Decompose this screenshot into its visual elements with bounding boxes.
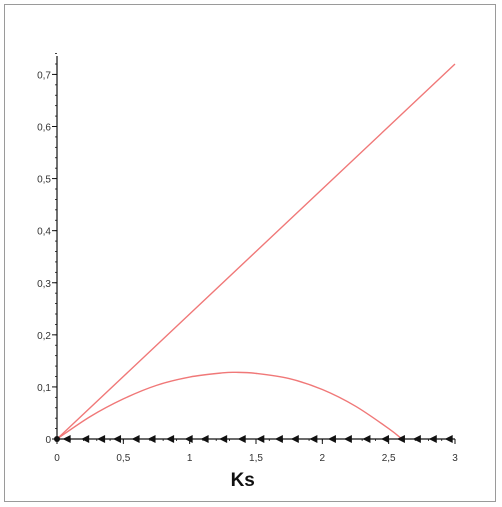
y-tick-label: 0 — [45, 435, 51, 446]
direction-arrow — [62, 435, 71, 443]
y-tick-label: 0,6 — [37, 123, 51, 134]
direction-arrow — [362, 435, 371, 443]
y-tick-label: 0,4 — [37, 227, 51, 238]
direction-arrow — [184, 435, 193, 443]
y-tick-label: 0,3 — [37, 279, 51, 290]
x-ticks: 0 0,5 1 1,5 2 2,5 3 — [54, 439, 458, 464]
y-tick-label: 0,5 — [37, 175, 51, 186]
direction-arrow — [412, 435, 421, 443]
direction-arrow — [166, 435, 175, 443]
direction-arrow — [113, 435, 122, 443]
direction-arrow — [428, 435, 437, 443]
direction-arrow — [343, 435, 352, 443]
direction-arrow — [309, 435, 318, 443]
y-tick-label: 0,2 — [37, 331, 51, 342]
direction-arrow — [147, 435, 156, 443]
direction-arrow — [381, 435, 390, 443]
direction-arrow — [396, 435, 405, 443]
direction-arrow — [290, 435, 299, 443]
series-line-1 — [56, 63, 456, 440]
x-tick-label: 0,5 — [116, 453, 130, 464]
y-tick-label: 0,1 — [37, 383, 51, 394]
direction-arrow — [81, 435, 90, 443]
direction-arrow — [97, 435, 106, 443]
origin-point — [54, 436, 60, 442]
x-tick-label: 2,5 — [382, 453, 396, 464]
y-ticks: 0 0,1 0,2 0,3 0,4 0,5 0,6 0,7 — [37, 70, 57, 446]
direction-arrows — [54, 435, 453, 443]
series-group — [56, 63, 456, 440]
x-tick-label: 3 — [452, 453, 458, 464]
y-tick-label: 0,7 — [37, 70, 51, 81]
direction-arrow — [274, 435, 283, 443]
x-tick-label: 1 — [187, 453, 193, 464]
x-tick-label: 1,5 — [249, 453, 263, 464]
direction-arrow — [256, 435, 265, 443]
x-tick-label: 0 — [54, 453, 60, 464]
direction-arrow — [219, 435, 228, 443]
x-axis-title: Ks — [231, 470, 255, 491]
direction-arrow — [200, 435, 209, 443]
direction-arrow — [131, 435, 140, 443]
direction-arrow — [327, 435, 336, 443]
x-tick-label: 2 — [320, 453, 326, 464]
direction-arrow — [237, 435, 246, 443]
series-line-2 — [56, 371, 403, 440]
direction-arrow — [444, 435, 453, 443]
